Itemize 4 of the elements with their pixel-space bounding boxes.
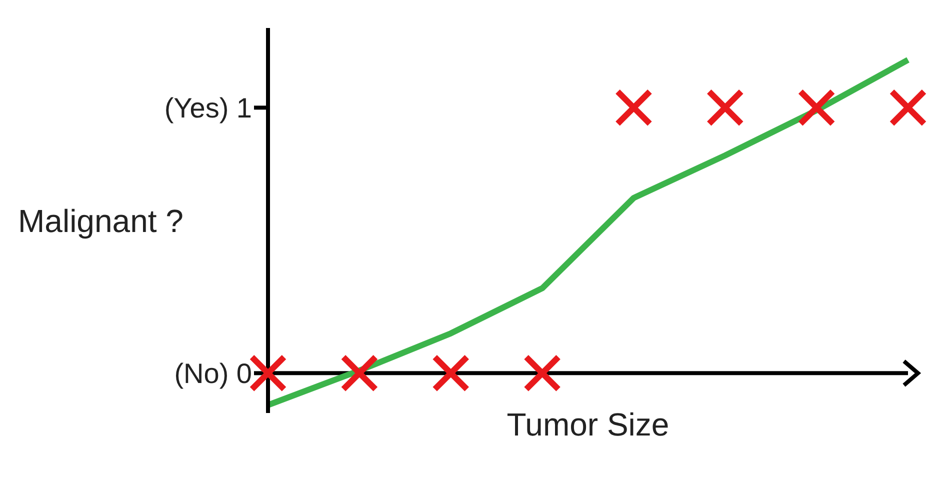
y-axis-title: Malignant ? xyxy=(18,202,184,239)
x-axis-title: Tumor Size xyxy=(506,406,670,443)
y-tick-label: (No) 0 xyxy=(174,358,252,390)
y-tick-label: (Yes) 1 xyxy=(164,92,252,124)
